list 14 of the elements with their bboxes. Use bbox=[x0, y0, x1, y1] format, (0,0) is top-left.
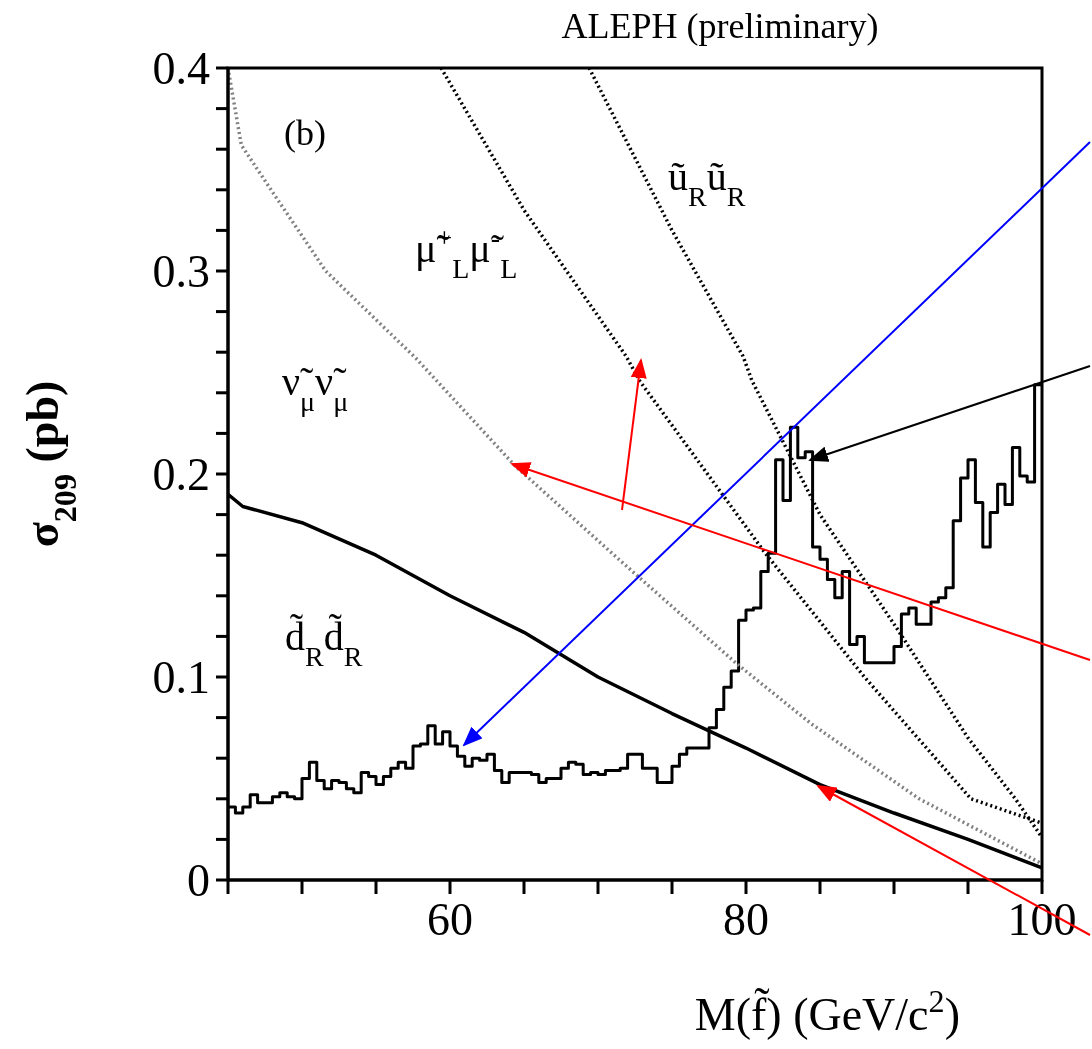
y-tick-label: 0.4 bbox=[152, 43, 210, 95]
x-tick-label: 80 bbox=[723, 893, 769, 945]
y-tick-label: 0 bbox=[187, 855, 210, 907]
chart-title: ALEPH (preliminary) bbox=[561, 6, 879, 46]
series-label: d̃$_{R}$d̃$_{R}$ bbox=[285, 613, 363, 672]
x-tick-label: 100 bbox=[1007, 893, 1077, 945]
y-tick-label: 0.2 bbox=[152, 449, 210, 501]
y-tick-label: 0.1 bbox=[152, 652, 210, 704]
series-label: ν̃$_{μ}$ν̃$_{μ}$ bbox=[282, 359, 349, 417]
annotation: (b) bbox=[284, 113, 326, 153]
x-tick-label: 60 bbox=[427, 893, 473, 945]
y-tick-label: 0.3 bbox=[152, 246, 210, 298]
x-axis-title: M(f̃) (GeV/c$^{2}$) bbox=[694, 983, 960, 1040]
series-label: ũ$_{R}$ũ$_{R}$ bbox=[668, 154, 746, 212]
